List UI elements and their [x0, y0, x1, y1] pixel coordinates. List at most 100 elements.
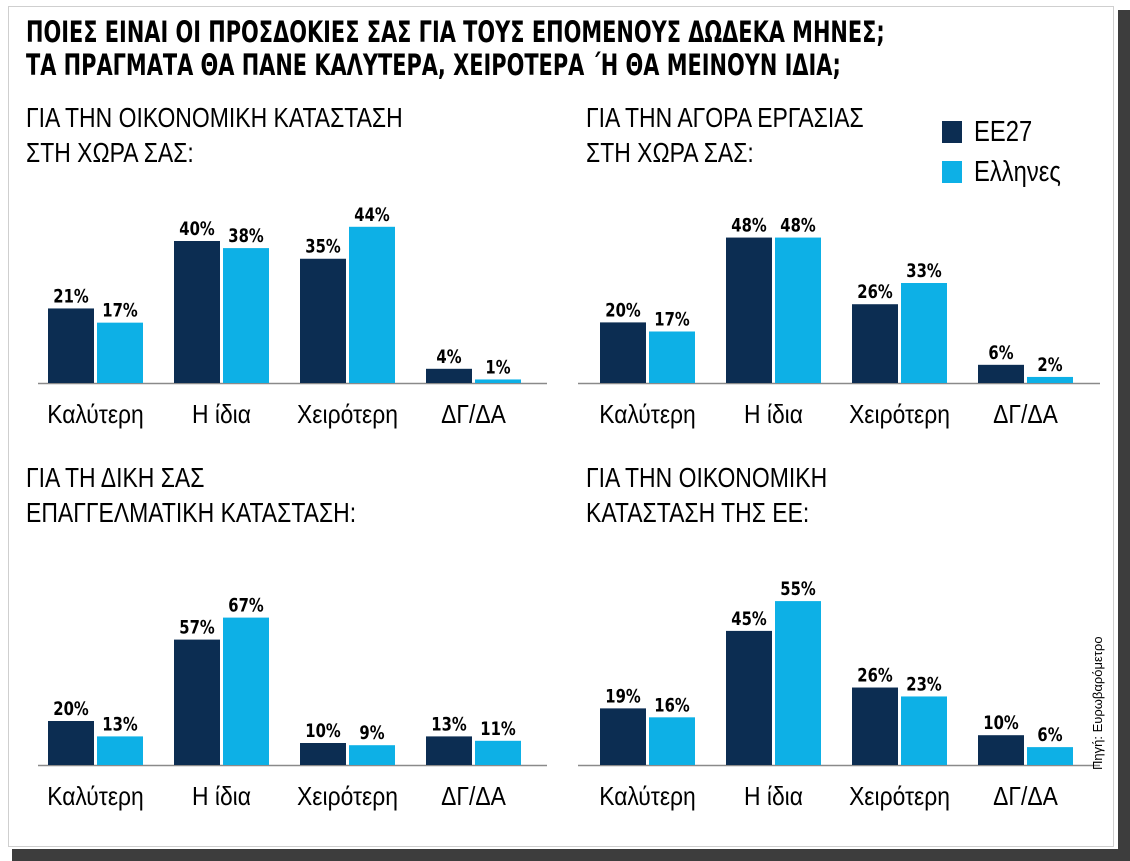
data-label-greeks-4: 11%	[480, 718, 515, 740]
frame-shadow-right	[1118, 10, 1130, 861]
bar-greeks-1	[97, 322, 143, 383]
category-label-1: Καλύτερη	[599, 783, 696, 812]
category-label-3: Χειρότερη	[297, 783, 398, 812]
data-label-eu27-3: 26%	[857, 665, 892, 687]
data-label-greeks-4: 1%	[485, 357, 510, 379]
bar-greeks-4	[475, 379, 521, 383]
data-label-greeks-1: 16%	[654, 695, 689, 717]
bar-greeks-1	[649, 331, 695, 383]
bar-greeks-2	[775, 601, 821, 765]
data-label-greeks-4: 2%	[1037, 354, 1062, 376]
data-label-eu27-3: 26%	[857, 281, 892, 303]
bar-greeks-4	[1027, 747, 1073, 765]
bar-greeks-2	[223, 248, 269, 383]
bar-greeks-4	[1027, 376, 1073, 383]
category-label-2: Η ίδια	[192, 401, 251, 430]
category-label-3: Χειρότερη	[849, 401, 950, 430]
bar-greeks-3	[901, 696, 947, 765]
bar-eu27-2	[174, 639, 220, 765]
panel-2-title: ΓΙΑ ΤΗΝ ΑΓΟΡΑ ΕΡΓΑΣΙΑΣ ΣΤΗ ΧΩΡΑ ΣΑΣ:	[586, 100, 864, 170]
category-label-1: Καλύτερη	[47, 401, 144, 430]
data-label-eu27-4: 13%	[431, 714, 466, 736]
category-label-4: ΔΓ/ΔΑ	[441, 401, 506, 430]
data-label-greeks-1: 17%	[654, 309, 689, 331]
legend-swatch-greeks	[942, 161, 962, 183]
category-label-4: ΔΓ/ΔΑ	[993, 401, 1058, 430]
bar-eu27-3	[852, 687, 898, 765]
category-label-1: Καλύτερη	[47, 783, 144, 812]
data-label-eu27-2: 48%	[731, 215, 766, 237]
data-label-greeks-3: 33%	[906, 260, 941, 282]
bar-eu27-1	[48, 308, 94, 383]
category-label-2: Η ίδια	[744, 783, 803, 812]
bar-eu27-4	[978, 364, 1024, 383]
bar-eu27-1	[600, 708, 646, 765]
data-label-eu27-1: 20%	[53, 698, 88, 720]
chart-panel-4: 19% 16% Καλύτερη 45% 55% Η ίδια 26% 23% Χειρότερ…	[578, 578, 1100, 811]
data-label-greeks-2: 67%	[228, 595, 263, 617]
legend-item-greeks: Ελληνες	[942, 152, 1080, 192]
panel-2-title-line-1: ΓΙΑ ΤΗΝ ΑΓΟΡΑ ΕΡΓΑΣΙΑΣ	[586, 102, 864, 133]
bar-eu27-3	[300, 743, 346, 765]
data-label-eu27-2: 40%	[179, 218, 214, 240]
bar-greeks-3	[349, 226, 395, 383]
chart-panel-3: 20% 13% Καλύτερη 57% 67% Η ίδια 10% 9% Χειρότερη…	[38, 595, 547, 811]
panel-4-title: ΓΙΑ ΤΗΝ ΟΙΚΟΝΟΜΙΚΗ ΚΑΤΑΣΤΑΣΗ ΤΗΣ ΕΕ:	[586, 460, 827, 530]
data-label-eu27-1: 21%	[53, 286, 88, 308]
data-label-greeks-3: 9%	[359, 722, 384, 744]
data-label-greeks-1: 13%	[102, 714, 137, 736]
panel-3-title-line-2: ΕΠΑΓΓΕΛΜΑΤΙΚΗ ΚΑΤΑΣΤΑΣΗ:	[26, 497, 357, 528]
data-label-eu27-4: 10%	[983, 712, 1018, 734]
legend: ΕΕ27 Ελληνες	[942, 112, 1080, 192]
bar-eu27-3	[300, 258, 346, 383]
bar-eu27-2	[726, 237, 772, 383]
category-label-2: Η ίδια	[744, 401, 803, 430]
data-label-greeks-4: 6%	[1037, 724, 1062, 746]
bar-eu27-1	[48, 721, 94, 765]
category-label-2: Η ίδια	[192, 783, 251, 812]
main-title-line-2: ΤΑ ΠΡΑΓΜΑΤΑ ΘΑ ΠΑΝΕ ΚΑΛΥΤΕΡΑ, ΧΕΙΡΟΤΕΡΑ …	[26, 48, 841, 82]
panel-4-title-line-2: ΚΑΤΑΣΤΑΣΗ ΤΗΣ ΕΕ:	[586, 497, 810, 528]
panel-3-title-line-1: ΓΙΑ ΤΗ ΔΙΚΗ ΣΑΣ	[26, 462, 205, 493]
category-label-4: ΔΓ/ΔΑ	[441, 783, 506, 812]
legend-swatch-eu27	[942, 121, 962, 143]
data-label-greeks-1: 17%	[102, 300, 137, 322]
data-label-eu27-3: 35%	[305, 236, 340, 258]
data-label-greeks-3: 23%	[906, 674, 941, 696]
data-label-eu27-4: 6%	[988, 342, 1013, 364]
legend-label-greeks: Ελληνες	[974, 155, 1061, 188]
category-label-3: Χειρότερη	[849, 783, 950, 812]
panel-4-title-line-1: ΓΙΑ ΤΗΝ ΟΙΚΟΝΟΜΙΚΗ	[586, 462, 828, 493]
bar-eu27-2	[726, 630, 772, 765]
main-title: ΠΟΙΕΣ ΕΙΝΑΙ ΟΙ ΠΡΟΣΔΟΚΙΕΣ ΣΑΣ ΓΙΑ ΤΟΥΣ Ε…	[26, 16, 885, 82]
chart-panel-2: 20% 17% Καλύτερη 48% 48% Η ίδια 26% 33% Χειρότερ…	[578, 215, 1100, 430]
bar-eu27-4	[426, 368, 472, 383]
data-label-eu27-2: 57%	[179, 617, 214, 639]
data-label-greeks-2: 55%	[780, 578, 815, 600]
bar-greeks-3	[349, 745, 395, 765]
panel-2-title-line-2: ΣΤΗ ΧΩΡΑ ΣΑΣ:	[586, 137, 754, 168]
category-label-1: Καλύτερη	[599, 401, 696, 430]
data-label-eu27-1: 20%	[605, 300, 640, 322]
bar-eu27-4	[426, 736, 472, 765]
bar-eu27-1	[600, 322, 646, 383]
bar-eu27-2	[174, 241, 220, 383]
bar-eu27-4	[978, 735, 1024, 765]
source-note: Πηγή: Ευρωβαρόμετρο	[1090, 636, 1105, 770]
panel-3-title: ΓΙΑ ΤΗ ΔΙΚΗ ΣΑΣ ΕΠΑΓΓΕΛΜΑΤΙΚΗ ΚΑΤΑΣΤΑΣΗ:	[26, 460, 356, 530]
legend-item-eu27: ΕΕ27	[942, 112, 1080, 152]
frame-shadow-bottom	[12, 849, 1130, 861]
data-label-greeks-2: 48%	[780, 215, 815, 237]
bar-greeks-2	[775, 237, 821, 383]
data-label-greeks-3: 44%	[354, 204, 389, 226]
data-label-eu27-4: 4%	[436, 346, 461, 368]
data-label-greeks-2: 38%	[228, 225, 263, 247]
category-label-3: Χειρότερη	[297, 401, 398, 430]
bar-greeks-4	[475, 740, 521, 765]
panel-1-title-line-1: ΓΙΑ ΤΗΝ ΟΙΚΟΝΟΜΙΚΗ ΚΑΤΑΣΤΑΣΗ	[26, 102, 403, 133]
bar-greeks-2	[223, 617, 269, 765]
bar-greeks-1	[97, 736, 143, 765]
bar-eu27-3	[852, 304, 898, 383]
data-label-eu27-3: 10%	[305, 720, 340, 742]
